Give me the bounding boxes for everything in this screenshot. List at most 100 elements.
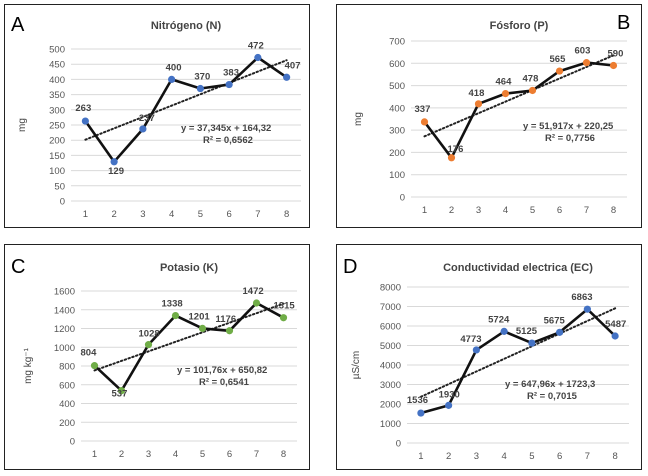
x-tick-label: 2: [119, 449, 124, 460]
trendline-equation: y = 37,345x + 164,32: [181, 123, 271, 134]
data-point: [279, 314, 288, 322]
y-tick-label: 400: [59, 399, 75, 410]
data-label: 370: [194, 72, 210, 83]
x-tick-label: 4: [173, 449, 178, 460]
data-point: [420, 118, 429, 126]
y-axis-label: µS/cm: [351, 351, 362, 380]
data-point: [81, 117, 89, 125]
data-label: 383: [223, 68, 239, 79]
chart-title: Potasio (K): [160, 262, 218, 274]
chart-svg: 0 200 400 600 800 1000 1200 1400 1600 1 2 3 4 5 6 7 8 Pot…: [11, 256, 297, 460]
x-tick-label: 3: [474, 451, 479, 462]
y-tick-label: 0: [70, 437, 75, 448]
data-point: [139, 125, 147, 133]
y-tick-label: 250: [49, 121, 65, 132]
x-tick-label: 1: [83, 209, 88, 220]
y-tick-label: 700: [389, 37, 405, 48]
x-tick-label: 2: [111, 209, 116, 220]
data-label: 263: [75, 103, 91, 114]
panel-letter: C: [11, 256, 25, 278]
y-tick-label: 1000: [54, 343, 75, 354]
data-point: [528, 86, 537, 95]
data-point: [583, 305, 591, 313]
data-point: [556, 328, 564, 336]
y-tick-label: 1000: [380, 419, 401, 430]
y-tick-label: 300: [389, 126, 405, 137]
trendline: [84, 59, 288, 141]
data-point: [472, 346, 480, 354]
data-point: [501, 89, 510, 98]
trendline-r2: R² = 0,7756: [545, 133, 595, 144]
data-point: [474, 100, 483, 108]
y-tick-label: 400: [389, 103, 405, 114]
data-point: [198, 324, 207, 333]
data-point: [225, 80, 233, 89]
data-point: [609, 61, 618, 70]
y-tick-label: 800: [59, 362, 75, 373]
y-tick-label: 100: [389, 170, 405, 181]
series-line: [423, 61, 614, 160]
x-tick-label: 7: [585, 451, 590, 462]
data-label: 337: [415, 104, 431, 115]
data-point: [582, 59, 591, 67]
data-point: [168, 75, 176, 83]
y-tick-label: 200: [59, 418, 75, 429]
data-label: 1315: [274, 301, 296, 312]
data-label: 5675: [544, 315, 566, 326]
y-tick-label: 50: [54, 181, 65, 192]
x-tick-label: 6: [557, 205, 562, 216]
data-point: [528, 339, 536, 347]
data-label: 418: [469, 88, 485, 99]
y-tick-label: 450: [49, 60, 65, 71]
data-label: 1930: [439, 389, 460, 400]
data-label: 464: [496, 77, 513, 88]
trendline-r2: R² = 0,7015: [527, 391, 578, 402]
panel-letter: A: [11, 14, 25, 36]
chart-panel-nitrogen: 0 50 100 150 200 250 300 350 400 450 500 1 2 3 4 5 6 7 8 Ni…: [4, 4, 310, 228]
data-point: [555, 67, 564, 75]
panel-letter: D: [343, 256, 357, 278]
trendline: [93, 302, 285, 372]
x-tick-label: 3: [140, 209, 145, 220]
data-label: 5487: [605, 319, 626, 330]
series-line: [93, 301, 285, 392]
data-label: 129: [108, 166, 124, 177]
x-tick-label: 8: [284, 209, 289, 220]
series-line: [84, 56, 288, 164]
x-tick-label: 5: [529, 451, 534, 462]
x-tick-label: 6: [226, 209, 231, 220]
x-tick-label: 8: [281, 449, 286, 460]
y-tick-label: 600: [389, 59, 405, 70]
x-tick-label: 2: [449, 205, 454, 216]
x-tick-label: 5: [198, 209, 203, 220]
data-point: [144, 341, 153, 349]
data-label: 4773: [460, 334, 481, 345]
data-label: 1028: [139, 329, 160, 340]
data-label: 804: [81, 348, 98, 359]
trendline-equation: y = 51,917x + 220,25: [523, 121, 614, 132]
data-label: 472: [248, 41, 264, 52]
y-tick-label: 600: [59, 380, 75, 391]
trendline-r2: R² = 0,6562: [203, 135, 253, 146]
panel-letter: B: [617, 12, 630, 34]
chart-panel-phosphorus: 0 100 200 300 400 500 600 700 1 2 3 4 5 6 7 8 Fósforo (P…: [336, 4, 642, 228]
chart-title: Conductividad electrica (EC): [443, 262, 593, 274]
y-tick-label: 500: [389, 81, 405, 92]
x-tick-label: 4: [501, 451, 506, 462]
data-label: 5724: [488, 314, 510, 325]
y-tick-label: 400: [49, 75, 65, 86]
data-point: [611, 332, 619, 340]
y-tick-label: 2000: [380, 400, 401, 411]
data-point: [171, 311, 180, 320]
y-tick-label: 0: [60, 197, 65, 208]
series-line: [420, 307, 617, 415]
data-label: 6863: [571, 292, 592, 303]
x-tick-label: 5: [530, 205, 535, 216]
chart-svg: 0 100 200 300 400 500 600 700 1 2 3 4 5 6 7 8 Fósforo (P…: [353, 12, 630, 216]
y-tick-label: 100: [49, 166, 65, 177]
y-tick-label: 200: [389, 148, 405, 159]
x-tick-label: 6: [227, 449, 232, 460]
trendline-r2: R² = 0,6541: [199, 377, 250, 388]
y-axis-label: mg kg⁻¹: [23, 347, 34, 384]
